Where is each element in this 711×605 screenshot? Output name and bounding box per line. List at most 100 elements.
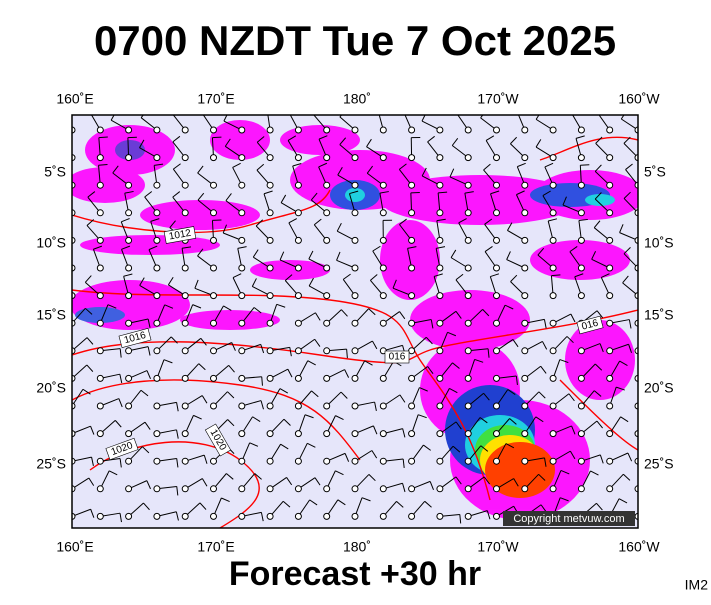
barb-station [578, 182, 584, 188]
barb-station [154, 348, 160, 354]
barb-station [267, 182, 273, 188]
barb-station [97, 403, 103, 409]
barb-station [409, 348, 415, 354]
barb-station [607, 486, 613, 492]
barb-station [182, 265, 188, 271]
barb-station [437, 237, 443, 243]
barb-station [182, 210, 188, 216]
map-area [54, 108, 660, 528]
barb-station [465, 348, 471, 354]
barb-station [380, 458, 386, 464]
barb-station [409, 320, 415, 326]
barb-station [352, 237, 358, 243]
barb-station [465, 237, 471, 243]
barb-station [465, 293, 471, 299]
barb-station [154, 265, 160, 271]
image-id: IM2 [685, 577, 709, 593]
barb-station [494, 458, 500, 464]
barb-station [550, 210, 556, 216]
barb-station [352, 210, 358, 216]
barb-station [352, 403, 358, 409]
barb-station [380, 513, 386, 519]
barb-station [578, 375, 584, 381]
barb-station [295, 265, 301, 271]
barb-station [267, 403, 273, 409]
barb-station [380, 403, 386, 409]
barb-station [437, 431, 443, 437]
barb-station [607, 237, 613, 243]
barb-station [380, 210, 386, 216]
lat-label-left: 25˚S [36, 456, 66, 472]
barb-station [494, 265, 500, 271]
barb-station [267, 265, 273, 271]
barb-station [578, 265, 584, 271]
barb-station [380, 486, 386, 492]
barb-station [295, 486, 301, 492]
barb-station [97, 237, 103, 243]
barb-station [578, 237, 584, 243]
lon-label-top: 170˚E [197, 91, 234, 107]
barb-station [465, 431, 471, 437]
barb-station [522, 403, 528, 409]
barb-station [437, 127, 443, 133]
barb-station [352, 375, 358, 381]
barb-station [607, 182, 613, 188]
barb-station [324, 513, 330, 519]
barb-station [522, 155, 528, 161]
barb-station [494, 127, 500, 133]
barb-station [97, 293, 103, 299]
barb-station [182, 486, 188, 492]
barb-station [578, 155, 584, 161]
barb-station [465, 513, 471, 519]
barb-station [409, 375, 415, 381]
barb-station [182, 458, 188, 464]
barb-station [324, 127, 330, 133]
barb-station [211, 293, 217, 299]
barb-station [380, 237, 386, 243]
barb-station [494, 155, 500, 161]
barb-station [352, 293, 358, 299]
title: 0700 NZDT Tue 7 Oct 2025 [94, 17, 616, 64]
barb-station [380, 155, 386, 161]
barb-station [182, 348, 188, 354]
barb-station [437, 486, 443, 492]
lon-label-bottom: 170˚W [477, 539, 519, 555]
lat-label-left: 5˚S [44, 164, 66, 180]
barb-station [324, 182, 330, 188]
barb-station [607, 210, 613, 216]
barb-station [352, 486, 358, 492]
barb-station [97, 513, 103, 519]
barb-station [578, 127, 584, 133]
barb-station [607, 458, 613, 464]
barb-station [97, 458, 103, 464]
barb-station [239, 293, 245, 299]
barb-station [126, 237, 132, 243]
barb-station [239, 265, 245, 271]
barb-station [97, 348, 103, 354]
barb-station [97, 210, 103, 216]
barb-station [154, 486, 160, 492]
barb-station [522, 182, 528, 188]
barb-station [607, 155, 613, 161]
barb-station [182, 293, 188, 299]
barb-station [154, 237, 160, 243]
barb-station [295, 375, 301, 381]
barb-station [126, 375, 132, 381]
barb-station [267, 458, 273, 464]
barb-station [409, 210, 415, 216]
lon-label-bottom: 160˚W [618, 539, 660, 555]
barb-station [239, 155, 245, 161]
barb-station [126, 265, 132, 271]
barb-station [352, 182, 358, 188]
lat-label-left: 20˚S [36, 380, 66, 396]
barb-station [211, 375, 217, 381]
barb-station [154, 155, 160, 161]
barb-station [465, 265, 471, 271]
barb-station [607, 375, 613, 381]
barb-station [465, 486, 471, 492]
barb-station [295, 513, 301, 519]
barb-station [324, 210, 330, 216]
barb-station [126, 210, 132, 216]
barb-station [295, 431, 301, 437]
barb-station [154, 293, 160, 299]
